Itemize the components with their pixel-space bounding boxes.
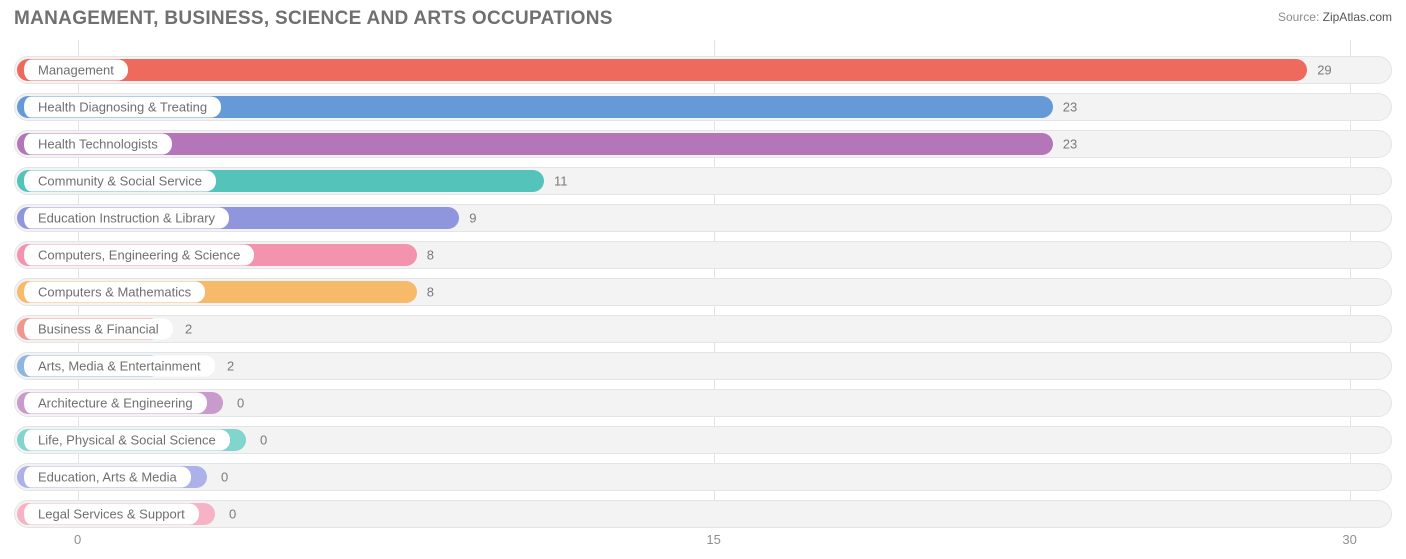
bar-row: Business & Financial 2 — [14, 315, 1392, 343]
bar-row: Legal Services & Support 0 — [14, 500, 1392, 528]
bar-label-pill: Legal Services & Support — [21, 504, 199, 525]
bar-value-label: 8 — [427, 285, 434, 300]
bar-row: Education Instruction & Library 9 — [14, 204, 1392, 232]
bar-label-pill: Architecture & Engineering — [21, 393, 207, 414]
bar-label-pill: Education, Arts & Media — [21, 467, 191, 488]
bar-value-label: 23 — [1063, 137, 1077, 152]
bar-value-label: 9 — [469, 211, 476, 226]
source-site: ZipAtlas.com — [1323, 10, 1392, 24]
bar-fill — [17, 133, 1053, 155]
bar-label-pill: Management — [21, 60, 128, 81]
bar-value-label: 8 — [427, 248, 434, 263]
bar-row: Computers & Mathematics 8 — [14, 278, 1392, 306]
x-axis-tick-label: 30 — [1342, 532, 1356, 547]
bar-label-pill: Education Instruction & Library — [21, 208, 229, 229]
bar-row: Health Technologists 23 — [14, 130, 1392, 158]
bar-value-label: 0 — [260, 433, 267, 448]
bar-track — [14, 315, 1392, 343]
chart-area: Management29Health Diagnosing & Treating… — [14, 40, 1392, 547]
bar-label-pill: Computers & Mathematics — [21, 282, 205, 303]
bar-label-pill: Business & Financial — [21, 319, 173, 340]
bar-label-pill: Health Technologists — [21, 134, 172, 155]
bar-value-label: 0 — [229, 507, 236, 522]
chart-title: MANAGEMENT, BUSINESS, SCIENCE AND ARTS O… — [14, 8, 613, 30]
bar-label-pill: Community & Social Service — [21, 171, 216, 192]
bar-track — [14, 352, 1392, 380]
bar-value-label: 0 — [237, 396, 244, 411]
bar-row: Computers, Engineering & Science 8 — [14, 241, 1392, 269]
x-axis-tick-label: 0 — [74, 532, 81, 547]
bar-fill — [17, 59, 1307, 81]
plot-region: Management29Health Diagnosing & Treating… — [14, 40, 1392, 525]
bar-value-label: 2 — [227, 359, 234, 374]
bar-track — [14, 500, 1392, 528]
source-attribution: Source: ZipAtlas.com — [1278, 10, 1392, 24]
bar-row: Life, Physical & Social Science 0 — [14, 426, 1392, 454]
bar-label-pill: Computers, Engineering & Science — [21, 245, 254, 266]
bar-row: Arts, Media & Entertainment 2 — [14, 352, 1392, 380]
bar-value-label: 29 — [1317, 63, 1331, 78]
bar-row: Health Diagnosing & Treating 23 — [14, 93, 1392, 121]
bar-value-label: 2 — [185, 322, 192, 337]
bar-label-pill: Arts, Media & Entertainment — [21, 356, 215, 377]
bar-value-label: 23 — [1063, 100, 1077, 115]
x-axis-tick-label: 15 — [706, 532, 720, 547]
bar-row: Architecture & Engineering 0 — [14, 389, 1392, 417]
bar-value-label: 0 — [221, 470, 228, 485]
bar-label-pill: Health Diagnosing & Treating — [21, 97, 221, 118]
bar-value-label: 11 — [554, 174, 568, 189]
bar-label-pill: Life, Physical & Social Science — [21, 430, 230, 451]
bar-row: Education, Arts & Media 0 — [14, 463, 1392, 491]
source-label: Source: — [1278, 10, 1319, 24]
bar-row: Community & Social Service 11 — [14, 167, 1392, 195]
bar-row: Management 29 — [14, 56, 1392, 84]
